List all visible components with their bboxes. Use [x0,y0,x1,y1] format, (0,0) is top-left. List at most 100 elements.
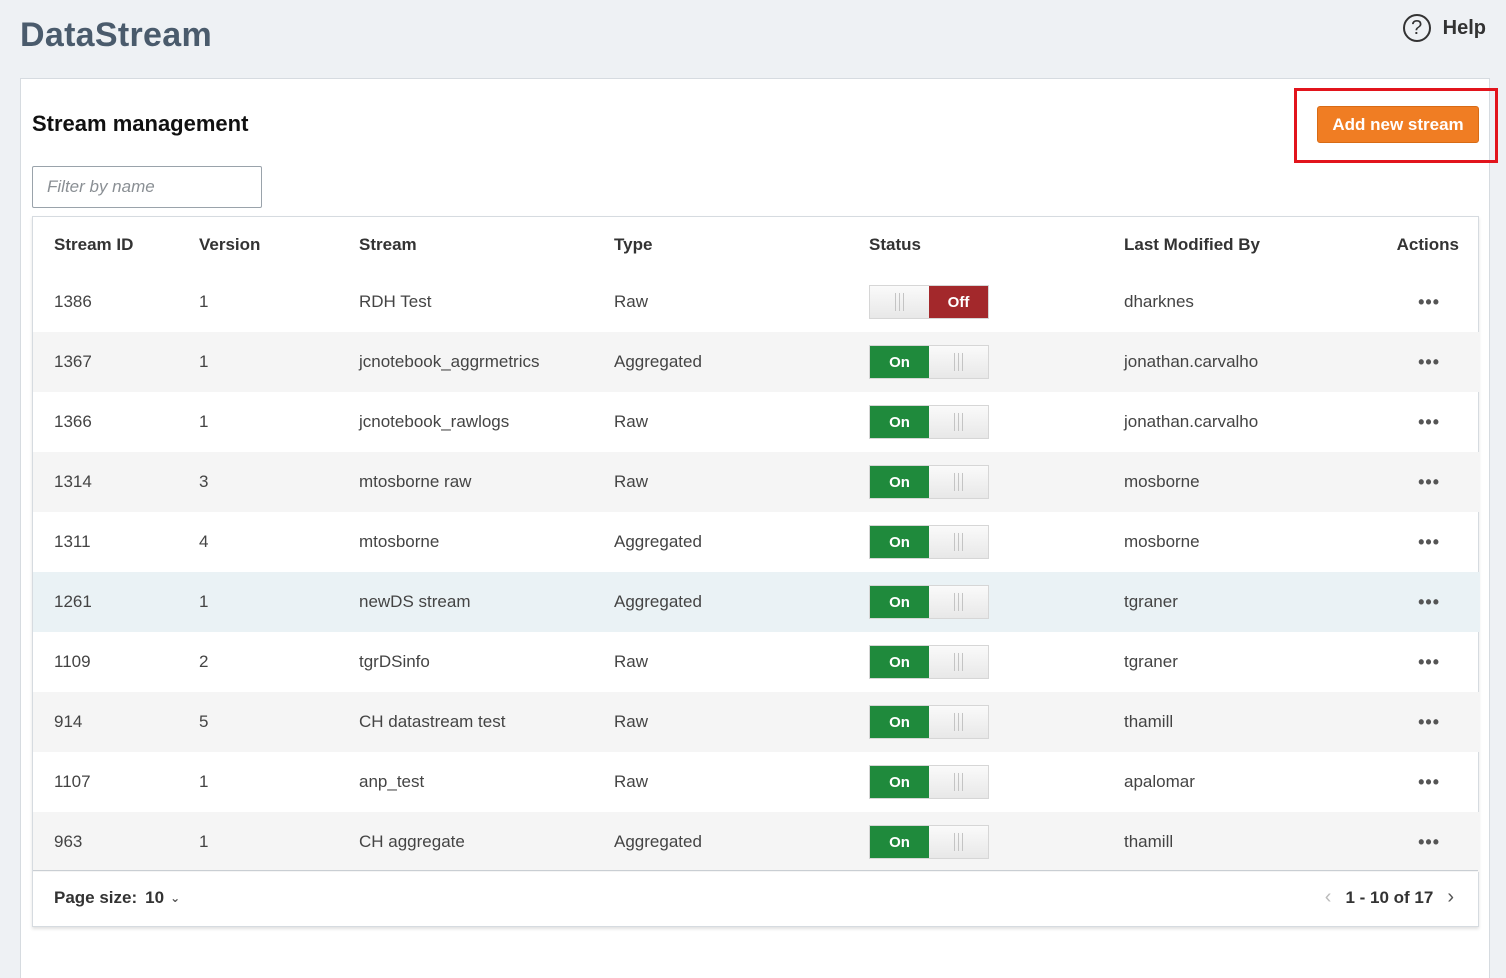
page-size-value: 10 [145,888,165,907]
cell-status: On [848,632,1103,692]
cell-status: On [848,512,1103,572]
cell-version: 1 [199,292,209,311]
header-type[interactable]: Type [614,234,653,254]
status-toggle[interactable]: On [869,405,989,439]
page-range: 1 - 10 of 17 [1345,887,1434,907]
chevron-right-icon[interactable]: › [1447,886,1454,908]
more-actions-icon[interactable]: ••• [1418,651,1440,672]
status-toggle[interactable]: On [869,345,989,379]
table-row[interactable]: 1366 1 jcnotebook_rawlogs Raw On jonathan.car… [33,392,1480,452]
header-stream-id[interactable]: Stream ID [54,234,134,254]
status-toggle[interactable]: On [869,765,989,799]
more-actions-icon[interactable]: ••• [1418,351,1440,372]
status-toggle[interactable]: On [869,705,989,739]
more-actions-icon[interactable]: ••• [1418,831,1440,852]
toggle-knob [870,286,929,318]
pagination-bar: Page size: 10 ⌄ ‹ 1 - 10 of 17 › [33,870,1478,926]
toggle-knob [929,826,988,858]
cell-stream-id: 1109 [54,652,91,671]
more-actions-icon[interactable]: ••• [1418,291,1440,312]
toggle-knob [929,646,988,678]
more-actions-icon[interactable]: ••• [1418,711,1440,732]
toggle-knob [929,586,988,618]
cell-last-modified-by: apalomar [1124,772,1195,791]
table-body: 1386 1 RDH Test Raw Off dharknes ••• 1367 1 jcnot… [33,272,1480,872]
help-link[interactable]: ? Help [1402,14,1486,42]
status-toggle[interactable]: On [869,825,989,859]
status-toggle[interactable]: On [869,645,989,679]
cell-stream-id: 1386 [54,292,92,311]
cell-status: On [848,752,1103,812]
question-circle-icon: ? [1402,14,1431,42]
cell-type: Aggregated [614,592,702,611]
table-row[interactable]: 1367 1 jcnotebook_aggrmetrics Aggregated On j… [33,332,1480,392]
highlight-box [1294,88,1498,163]
add-new-stream-button[interactable]: Add new stream [1317,106,1479,143]
table-row[interactable]: 1311 4 mtosborne Aggregated On mosborne ••• [33,512,1480,572]
cell-stream-name: newDS stream [359,592,471,611]
streams-table-card: Stream ID Version Stream Type Status Las… [32,216,1480,927]
cell-status: On [848,332,1103,392]
cell-stream-id: 1311 [54,532,91,551]
app-title: DataStream [20,16,212,54]
cell-actions: ••• [1333,812,1480,872]
page-size-select[interactable]: 10 ⌄ [145,888,180,908]
more-actions-icon[interactable]: ••• [1418,411,1440,432]
table-row[interactable]: 1386 1 RDH Test Raw Off dharknes ••• [33,272,1480,332]
cell-stream-id: 1367 [54,352,92,371]
cell-stream-id: 963 [54,832,83,851]
toggle-off-label: Off [929,286,988,318]
filter-by-name-input[interactable] [32,166,262,208]
status-toggle[interactable]: On [869,525,989,559]
cell-stream-id: 1314 [54,472,92,491]
more-actions-icon[interactable]: ••• [1418,531,1440,552]
header-stream[interactable]: Stream [359,234,417,254]
cell-version: 3 [199,472,209,491]
app-header: DataStream ? Help [0,0,1506,78]
toggle-knob [929,706,988,738]
table-row[interactable]: 963 1 CH aggregate Aggregated On thamill ••• [33,812,1480,872]
chevron-left-icon[interactable]: ‹ [1324,886,1332,908]
cell-stream-id: 1261 [54,592,92,611]
table-row[interactable]: 914 5 CH datastream test Raw On thamill ••• [33,692,1480,752]
more-actions-icon[interactable]: ••• [1418,471,1440,492]
cell-version: 4 [199,532,209,551]
table-row[interactable]: 1261 1 newDS stream Aggregated On tgraner ••• [33,572,1480,632]
cell-type: Raw [614,652,649,671]
header-status[interactable]: Status [869,234,921,254]
cell-stream-id: 1366 [54,412,92,431]
status-toggle[interactable]: On [869,465,989,499]
page-title: Stream management [32,111,249,136]
status-toggle[interactable]: On [869,585,989,619]
cell-status: On [848,572,1103,632]
cell-stream-name: jcnotebook_rawlogs [359,412,510,431]
toggle-on-label: On [870,766,929,798]
table-row[interactable]: 1314 3 mtosborne raw Raw On mosborne ••• [33,452,1480,512]
table-row[interactable]: 1109 2 tgrDSinfo Raw On tgraner ••• [33,632,1480,692]
cell-stream-name: jcnotebook_aggrmetrics [359,352,540,371]
toggle-on-label: On [870,646,929,678]
cell-actions: ••• [1333,332,1480,392]
more-actions-icon[interactable]: ••• [1418,771,1440,792]
cell-actions: ••• [1333,692,1480,752]
cell-type: Raw [614,472,649,491]
table-header-row: Stream ID Version Stream Type Status Las… [33,217,1480,272]
cell-version: 1 [199,352,209,371]
more-actions-icon[interactable]: ••• [1418,591,1440,612]
status-toggle[interactable]: Off [869,285,989,319]
cell-type: Raw [614,412,649,431]
header-last-modified-by[interactable]: Last Modified By [1124,234,1261,254]
toggle-knob [929,346,988,378]
cell-actions: ••• [1333,572,1480,632]
table-row[interactable]: 1107 1 anp_test Raw On apalomar ••• [33,752,1480,812]
toggle-knob [929,766,988,798]
header-actions: Actions [1396,234,1459,254]
cell-last-modified-by: jonathan.carvalho [1124,352,1259,371]
toggle-knob [929,466,988,498]
cell-actions: ••• [1333,512,1480,572]
toggle-on-label: On [870,586,929,618]
toggle-on-label: On [870,406,929,438]
cell-stream-name: CH aggregate [359,832,465,851]
header-version[interactable]: Version [199,234,261,254]
